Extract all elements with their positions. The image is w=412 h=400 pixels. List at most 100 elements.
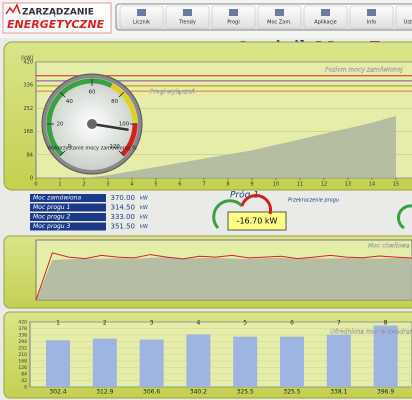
power-area — [36, 115, 396, 178]
y-tick-label: 378 — [18, 326, 27, 332]
x-tick-label: 5 — [154, 182, 157, 188]
bar — [326, 334, 351, 387]
bar — [233, 336, 258, 387]
category-label: 7 — [337, 320, 341, 327]
nav-label[interactable]: Trendy — [178, 20, 196, 26]
chart-label: Progi wyłączeń — [150, 89, 195, 96]
power-area — [36, 257, 412, 300]
nav-label[interactable]: Info — [367, 20, 376, 26]
nav-button[interactable] — [349, 5, 394, 29]
bar-value: 325.5 — [283, 389, 300, 396]
logo-text: ZARZĄDZANIE — [22, 8, 94, 18]
gauge-tick-label: 80 — [111, 99, 118, 105]
gauge-tick-label: 60 — [89, 90, 96, 96]
x-tick-label: 8 — [226, 182, 229, 188]
nav-button[interactable] — [165, 5, 210, 29]
mini-gauge — [240, 193, 273, 215]
exceed-label: Przekroczenie progu — [288, 198, 339, 204]
x-tick-label: 1 — [58, 182, 61, 188]
nav-icon — [321, 9, 330, 16]
chart-label: Uśredniona moc w kwadransach — [330, 329, 412, 336]
y-tick-label: 210 — [18, 352, 27, 358]
chart-label: Poziom mocy zamówionej — [325, 67, 403, 74]
bar — [139, 339, 164, 387]
nav-icon — [137, 9, 146, 16]
gauge-tick — [59, 91, 66, 98]
y-tick-label: 168 — [23, 129, 33, 135]
table-row — [30, 194, 106, 202]
y-tick-label: 294 — [18, 339, 27, 345]
gauge-tick-label: 40 — [66, 99, 73, 105]
category-label: 2 — [103, 320, 107, 327]
row-value: 333.00 — [111, 213, 136, 221]
y-tick-label: 84 — [27, 152, 33, 158]
table-row — [30, 213, 106, 221]
row-label: Moc progu 1 — [33, 204, 70, 211]
mini-gauge — [212, 199, 244, 230]
table-row — [30, 222, 106, 231]
bar-value: 325.5 — [237, 389, 254, 396]
nav-label[interactable]: Aplikacje — [314, 20, 336, 26]
nav-label[interactable]: Licznik — [133, 20, 150, 26]
nav-icon — [183, 9, 192, 16]
x-tick-label: 2 — [82, 182, 85, 188]
chart-label: Moc chwilowa — [368, 243, 410, 250]
logo-text: ENERGETYCZNE — [7, 18, 105, 31]
exceed-box — [227, 211, 287, 231]
y-tick-label: 420 — [23, 60, 33, 66]
x-tick-label: 10 — [273, 182, 279, 188]
bar — [373, 325, 398, 387]
y-unit: [kW] — [21, 56, 33, 62]
nav-button[interactable] — [303, 5, 348, 29]
nav-icon — [275, 9, 284, 16]
gauge-tick — [118, 91, 125, 98]
row-unit: kW — [140, 205, 148, 211]
x-tick-label: 7 — [202, 182, 205, 188]
bar-value: 340.2 — [190, 389, 207, 396]
x-tick-label: 12 — [321, 182, 327, 188]
row-value: 314.50 — [111, 204, 136, 212]
bar — [280, 336, 304, 387]
logo-box — [2, 2, 112, 34]
gauge-tick — [118, 150, 125, 157]
nav-button[interactable] — [119, 5, 164, 29]
category-label: 3 — [150, 320, 154, 327]
y-tick-label: 0 — [24, 385, 27, 391]
category-label: 8 — [384, 320, 388, 327]
y-tick-label: 420 — [18, 320, 27, 326]
row-value: 351.50 — [111, 223, 136, 231]
y-tick-label: 84 — [21, 372, 27, 378]
category-label: 6 — [290, 320, 294, 327]
nav-icon — [367, 9, 376, 16]
nav-button[interactable] — [211, 5, 256, 29]
nav-button[interactable] — [395, 5, 412, 29]
row-value: 370.00 — [111, 194, 136, 202]
x-tick-label: 0 — [34, 182, 37, 188]
row-unit: kW — [140, 215, 148, 221]
nav-label[interactable]: Progi — [227, 20, 240, 26]
nav-label[interactable]: Ustawienia — [404, 20, 412, 26]
mini-gauge — [397, 204, 412, 230]
gauge-tick-label: 120 — [109, 144, 120, 150]
exceed-value: -16.70 kW — [237, 217, 278, 226]
bar — [46, 340, 70, 387]
x-tick-label: 13 — [345, 182, 351, 188]
bar — [92, 338, 117, 387]
nav-button[interactable] — [257, 5, 302, 29]
bar-value: 306.6 — [143, 389, 160, 396]
gauge-needle — [90, 122, 129, 131]
x-tick-label: 11 — [297, 182, 303, 188]
y-tick-label: 336 — [23, 83, 33, 89]
y-tick-label: 252 — [23, 106, 33, 112]
category-label: 1 — [56, 320, 60, 327]
category-label: 4 — [196, 320, 200, 327]
gauge-tick — [59, 150, 66, 157]
gauge-hub — [87, 119, 97, 129]
y-tick-label: 168 — [18, 359, 27, 365]
x-tick-label: 15 — [393, 182, 399, 188]
bar-value: 302.4 — [49, 389, 66, 396]
nav-label[interactable]: Moc Zam. — [267, 20, 292, 26]
x-tick-label: 14 — [369, 182, 375, 188]
x-tick-label: 9 — [250, 182, 253, 188]
